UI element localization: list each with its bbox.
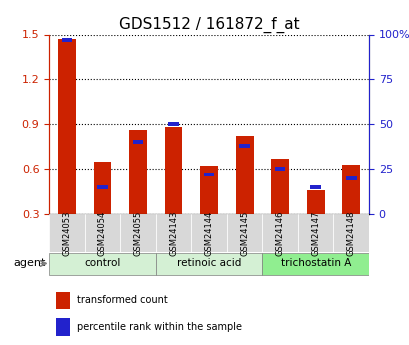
Bar: [61, 38, 72, 42]
Bar: [333, 214, 368, 252]
Bar: [262, 253, 368, 275]
Bar: [239, 144, 249, 148]
Bar: [155, 214, 191, 252]
Text: agent: agent: [13, 258, 45, 268]
Bar: [342, 165, 359, 214]
Text: GSM24053: GSM24053: [62, 210, 71, 256]
Bar: [310, 185, 320, 189]
Title: GDS1512 / 161872_f_at: GDS1512 / 161872_f_at: [119, 17, 299, 33]
Bar: [58, 39, 76, 214]
Bar: [49, 253, 155, 275]
Text: trichostatin A: trichostatin A: [280, 258, 350, 268]
Bar: [155, 253, 262, 275]
Text: GSM24147: GSM24147: [310, 210, 319, 256]
Text: GSM24143: GSM24143: [169, 210, 178, 256]
Text: GSM24144: GSM24144: [204, 210, 213, 256]
Text: transformed count: transformed count: [77, 296, 167, 305]
Text: retinoic acid: retinoic acid: [176, 258, 241, 268]
Bar: [235, 136, 253, 214]
Bar: [262, 214, 297, 252]
Bar: [226, 214, 262, 252]
Bar: [56, 318, 70, 336]
Bar: [297, 214, 333, 252]
Text: control: control: [84, 258, 120, 268]
Bar: [168, 122, 178, 126]
Text: GSM24146: GSM24146: [275, 210, 284, 256]
Bar: [133, 140, 143, 144]
Bar: [306, 190, 324, 214]
Bar: [129, 130, 146, 214]
Text: GSM24054: GSM24054: [98, 210, 107, 256]
Bar: [164, 127, 182, 214]
Text: percentile rank within the sample: percentile rank within the sample: [77, 322, 241, 332]
Bar: [200, 166, 218, 214]
Bar: [49, 214, 85, 252]
Bar: [93, 161, 111, 214]
Bar: [97, 185, 108, 189]
Bar: [56, 292, 70, 309]
Text: GSM24148: GSM24148: [346, 210, 355, 256]
Bar: [85, 214, 120, 252]
Bar: [191, 214, 226, 252]
Bar: [345, 176, 356, 180]
Bar: [120, 214, 155, 252]
Bar: [203, 172, 214, 176]
Bar: [274, 167, 285, 171]
Text: GSM24055: GSM24055: [133, 210, 142, 256]
Text: GSM24145: GSM24145: [240, 210, 249, 256]
Bar: [271, 159, 288, 214]
